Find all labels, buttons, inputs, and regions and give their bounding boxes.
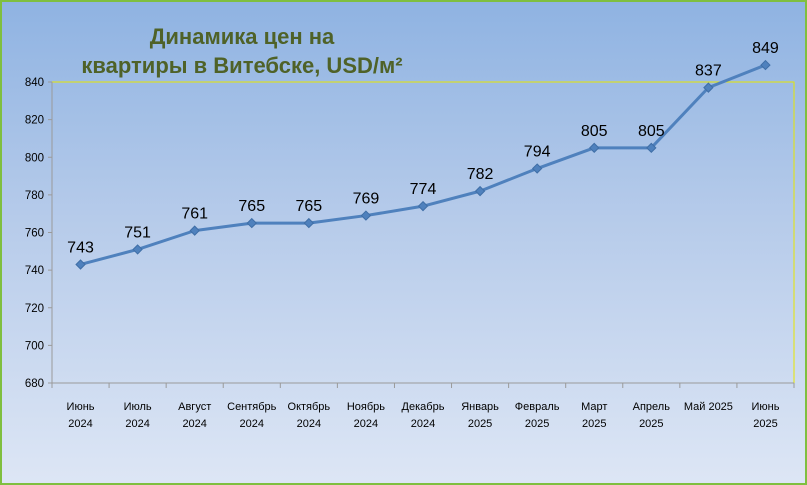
x-tick-label: Май 2025	[684, 401, 733, 413]
x-tick-label: Сентябрь	[227, 401, 277, 413]
x-tick-label-year: 2024	[411, 418, 435, 430]
x-tick-label-year: 2025	[639, 418, 663, 430]
x-tick-label-year: 2024	[182, 418, 206, 430]
data-label: 743	[67, 239, 94, 256]
y-tick-label: 780	[25, 190, 44, 202]
data-label: 761	[181, 206, 208, 223]
data-label: 765	[238, 198, 265, 215]
x-tick-label-year: 2025	[525, 418, 549, 430]
data-point	[531, 163, 543, 174]
data-point	[246, 217, 257, 229]
data-label: 837	[695, 63, 722, 80]
y-tick-label: 700	[25, 340, 44, 352]
data-label: 769	[353, 191, 380, 208]
data-label: 849	[752, 40, 779, 57]
x-tick-label: Январь	[461, 401, 499, 413]
data-point	[75, 259, 86, 270]
x-tick-label: Февраль	[515, 401, 560, 413]
data-label: 765	[295, 198, 322, 215]
data-label: 805	[581, 123, 608, 140]
data-point	[189, 225, 200, 236]
data-point	[132, 244, 143, 255]
x-tick-label-year: 2024	[240, 418, 264, 430]
data-label: 751	[124, 224, 151, 241]
data-point	[760, 59, 771, 71]
y-tick-label: 680	[25, 378, 44, 390]
x-tick-label: Март	[581, 401, 607, 413]
x-tick-label-year: 2024	[354, 418, 378, 430]
y-tick-label: 740	[25, 265, 44, 277]
data-point	[474, 185, 486, 197]
y-tick-label: 840	[25, 77, 44, 89]
y-tick-label: 760	[25, 228, 44, 240]
x-tick-label: Август	[178, 401, 211, 413]
chart-title-line-1: Динамика цен на	[149, 24, 335, 49]
x-tick-label-year: 2024	[297, 418, 321, 430]
y-tick-label: 720	[25, 303, 44, 315]
x-tick-label: Июнь	[67, 401, 95, 413]
y-tick-label: 800	[25, 152, 44, 164]
x-tick-label-year: 2024	[68, 418, 92, 430]
plot-area	[51, 81, 795, 384]
data-point	[589, 142, 600, 154]
y-tick-label: 820	[25, 115, 44, 127]
data-point	[417, 200, 429, 212]
x-tick-label-year: 2024	[125, 418, 149, 430]
data-point	[646, 142, 657, 154]
data-point	[303, 217, 315, 229]
data-label: 774	[410, 181, 437, 198]
x-tick-label-year: 2025	[753, 418, 777, 430]
series-line	[80, 63, 767, 266]
x-tick-label: Декабрь	[402, 401, 445, 413]
x-tick-label: Июнь	[751, 401, 779, 413]
data-label: 794	[524, 144, 551, 161]
x-tick-label: Июль	[124, 401, 152, 413]
data-point	[360, 210, 372, 221]
x-tick-label-year: 2025	[582, 418, 606, 430]
x-tick-label: Октябрь	[288, 401, 331, 413]
data-label: 805	[638, 123, 665, 140]
chart-title-line-2: квартиры в Витебске, USD/м²	[81, 53, 403, 78]
x-tick-label: Апрель	[633, 401, 671, 413]
x-tick-label-year: 2025	[468, 418, 492, 430]
data-point	[703, 82, 714, 93]
x-tick-label: Ноябрь	[347, 401, 385, 413]
data-label: 782	[467, 166, 494, 183]
